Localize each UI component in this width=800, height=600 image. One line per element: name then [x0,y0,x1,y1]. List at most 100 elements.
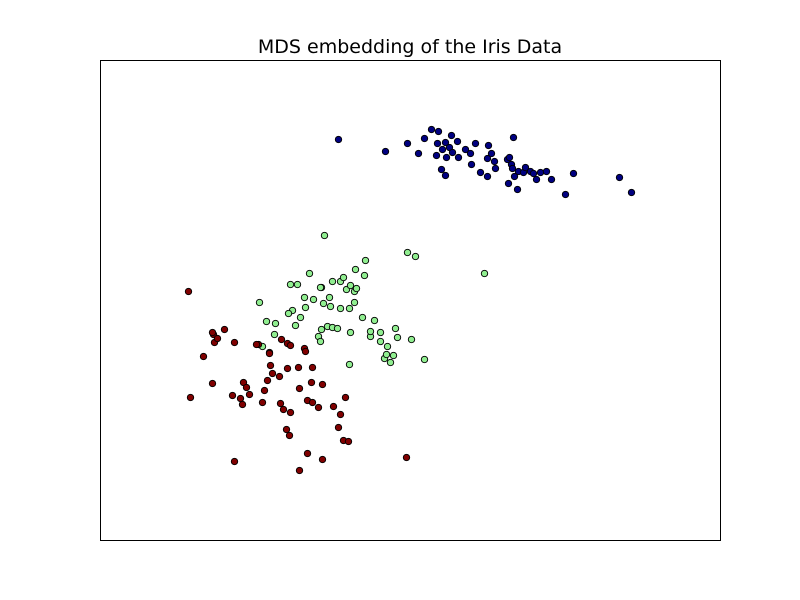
data-point [236,394,245,403]
data-point [291,321,300,330]
data-point [308,363,317,372]
data-point [314,403,323,412]
data-point [403,139,412,148]
data-point [434,127,443,136]
data-point [279,405,288,414]
data-point [283,364,292,373]
data-point [561,190,570,199]
data-point [305,269,314,278]
data-point [258,398,267,407]
data-point [265,349,274,358]
data-point [184,287,193,296]
data-point [414,149,423,158]
data-point [186,393,195,402]
data-point [361,256,370,265]
data-point [271,319,280,328]
data-point [294,363,303,372]
data-point [491,164,500,173]
data-point [447,131,456,140]
data-point [627,188,636,197]
data-point [484,141,493,150]
data-point [438,145,447,154]
data-point [403,248,412,257]
data-point [301,347,310,356]
data-point [295,466,304,475]
data-point [407,335,416,344]
data-point [433,139,442,148]
data-point [208,379,217,388]
data-point [320,231,329,240]
data-point [307,378,316,387]
data-point [358,313,367,322]
data-point [208,328,217,337]
data-point [454,153,463,162]
data-point [402,453,411,462]
data-point [245,390,254,399]
data-point [383,342,392,351]
data-point [266,361,275,370]
data-point [483,172,492,181]
data-point [432,151,441,160]
data-point [467,160,476,169]
data-point [252,340,261,349]
data-point [286,341,295,350]
data-point [213,334,222,343]
data-point [453,137,462,146]
data-point [295,384,304,393]
data-point [328,277,337,286]
data-point [490,157,499,166]
data-point [504,179,513,188]
data-point [344,437,353,446]
data-point [476,168,485,177]
data-point [366,327,375,336]
data-point [318,455,327,464]
data-point [316,337,325,346]
data-point [326,302,335,311]
data-point [393,333,402,342]
data-point [255,298,264,307]
data-point [230,457,239,466]
data-point [360,271,369,280]
data-point [505,153,514,162]
data-point [230,338,239,347]
data-point [441,138,450,147]
data-point [285,431,294,440]
data-point [471,139,480,148]
data-point [420,355,429,364]
data-point [346,281,355,290]
data-point [513,185,522,194]
data-point [351,265,360,274]
data-point [308,398,317,407]
data-point [336,304,345,313]
data-point [521,163,530,172]
data-point [316,283,325,292]
data-point [509,133,518,142]
data-point [333,324,342,333]
data-point [442,153,451,162]
data-point [300,293,309,302]
data-point [448,148,457,157]
data-point [376,328,385,337]
data-point [382,350,391,359]
data-point [536,168,545,177]
data-point [346,328,355,337]
data-point [339,273,348,282]
data-point [238,400,247,409]
data-point [325,293,334,302]
data-point [301,303,310,312]
data-point [532,175,541,184]
data-point [277,335,286,344]
data-point [329,402,338,411]
data-point [334,135,343,144]
points-layer [184,125,636,475]
data-point [334,423,343,432]
data-point [262,317,271,326]
data-point [293,280,302,289]
data-point [376,337,385,346]
data-point [341,393,350,402]
plot-area-frame [100,60,721,541]
data-point [411,252,420,261]
data-point [389,351,398,360]
data-point [483,154,492,163]
data-point [466,149,475,158]
